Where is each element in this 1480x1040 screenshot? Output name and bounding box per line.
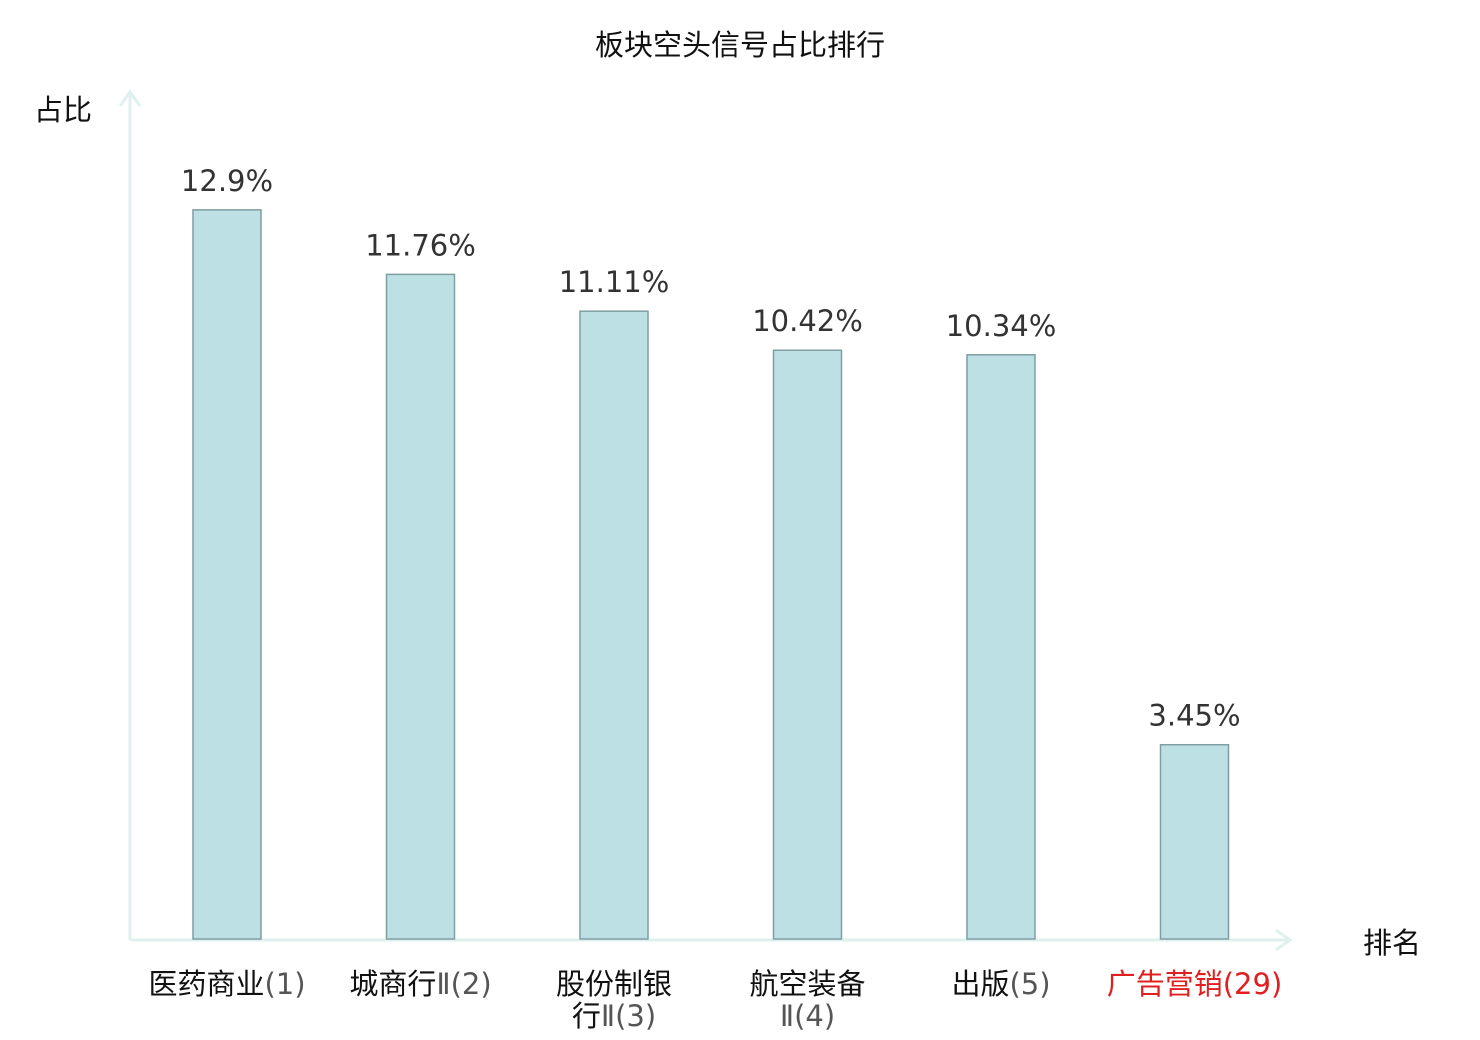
x-tick-label: 出版(5) [951, 967, 1050, 1001]
bar [192, 209, 262, 940]
value-label: 12.9% [181, 164, 273, 198]
value-label: 10.34% [946, 309, 1057, 343]
x-tick-label: 行Ⅱ(3) [572, 999, 656, 1033]
bar [385, 273, 456, 940]
x-tick-label: 航空装备 [749, 967, 865, 1001]
x-axis-arrow [1275, 928, 1293, 952]
y-axis-arrow [118, 89, 142, 107]
y-axis-label: 占比 [34, 93, 92, 127]
bar [772, 349, 843, 940]
bar [579, 310, 649, 940]
x-tick-label: 股份制银 [556, 967, 672, 1001]
bar [1159, 743, 1230, 940]
x-tick-label: Ⅱ(4) [780, 999, 835, 1033]
x-axis-label: 排名 [1363, 926, 1421, 960]
x-tick-label: 广告营销(29) [1107, 967, 1283, 1001]
bars [192, 209, 1230, 940]
x-tick-label: 城商行Ⅱ(2) [349, 967, 491, 1001]
value-labels: 12.9% 11.76% 11.11% 10.42% 10.34% 3.45% [181, 164, 1241, 733]
value-label: 3.45% [1148, 699, 1240, 733]
bar [966, 354, 1036, 940]
value-label: 11.11% [559, 265, 670, 299]
value-label: 11.76% [365, 228, 476, 262]
x-tick-label: 医药商业(1) [148, 967, 305, 1001]
chart-title: 板块空头信号占比排行 [594, 28, 885, 62]
value-label: 10.42% [752, 304, 863, 338]
